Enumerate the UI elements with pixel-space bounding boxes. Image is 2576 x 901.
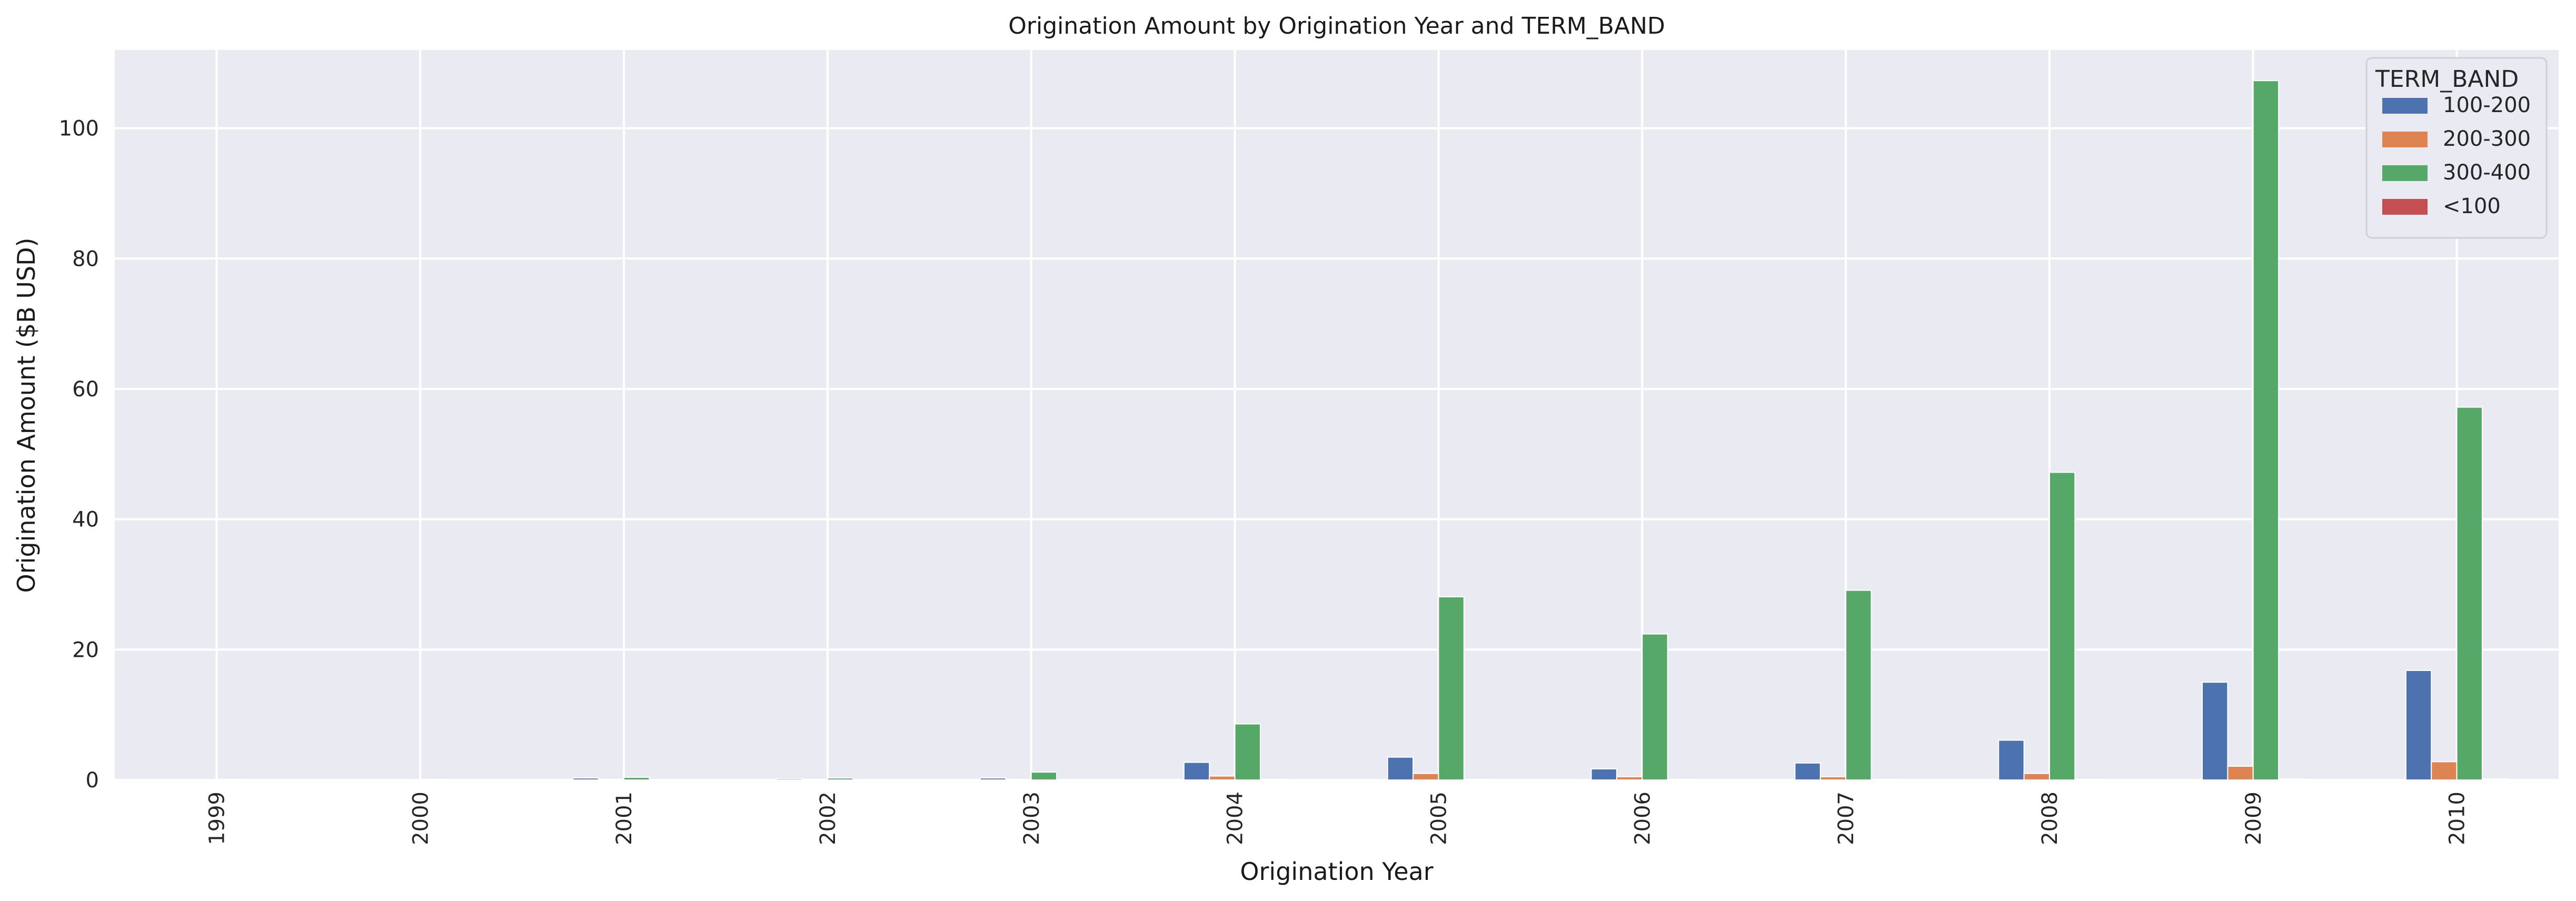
bar-200-300-2002 (801, 778, 828, 780)
bar-200-300-2004 (1209, 775, 1236, 781)
bar-300-400-2002 (827, 777, 854, 780)
y-tick-label: 80 (72, 247, 99, 271)
bar-300-400-2009 (2252, 80, 2280, 780)
bar-<100-2002 (852, 779, 879, 781)
legend-title: TERM_BAND (2375, 66, 2519, 93)
y-axis-label: Origination Amount ($B USD) (12, 238, 41, 593)
y-tick-label: 20 (72, 638, 99, 662)
bar-200-300-2009 (2227, 765, 2254, 781)
x-tick-label: 2008 (2038, 792, 2062, 845)
bar-100-200-2005 (1387, 756, 1414, 780)
legend-label: <100 (2443, 194, 2501, 218)
bar-100-200-2002 (776, 778, 803, 780)
bar-300-400-2000 (420, 778, 446, 780)
bars (165, 80, 2509, 781)
bar-300-400-2004 (1234, 723, 1261, 780)
bar-200-300-2006 (1616, 776, 1643, 780)
y-tick-labels: 0 20 40 60 80 100 (59, 117, 99, 793)
legend-label: 100-200 (2443, 93, 2531, 117)
bar-200-300-2007 (1819, 776, 1847, 780)
bar-100-200-2001 (572, 777, 599, 780)
bar-100-200-2004 (1183, 762, 1210, 780)
x-tick-label: 2007 (1834, 792, 1858, 845)
x-tick-label: 2005 (1427, 792, 1451, 845)
x-tick-labels: 1999 2000 2001 2002 2003 2004 2005 2006 2007 2008… (205, 792, 2469, 845)
legend-swatch (2382, 98, 2428, 114)
legend-swatch (2382, 132, 2428, 147)
bar-100-200-2006 (1590, 768, 1617, 780)
bar-300-400-2006 (1642, 633, 1668, 780)
bar-200-300-2010 (2431, 761, 2458, 780)
bar-100-200-2003 (980, 777, 1007, 780)
legend-label: 200-300 (2443, 127, 2531, 151)
bar-<100-2007 (1871, 778, 1897, 780)
bar-<100-2001 (649, 779, 675, 781)
bar-<100-2008 (2074, 778, 2101, 780)
bar-200-300-2008 (2023, 773, 2050, 781)
x-tick-label: 2001 (612, 792, 636, 845)
chart-title: Origination Amount by Origination Year a… (1008, 13, 1665, 39)
bar-100-200-1999 (165, 779, 192, 781)
bar-100-200-2007 (1794, 762, 1821, 780)
x-axis-label: Origination Year (1240, 857, 1433, 886)
y-tick-label: 60 (72, 377, 99, 402)
bar-100-200-2010 (2405, 669, 2432, 780)
bar-<100-2010 (2481, 778, 2509, 781)
y-tick-label: 40 (72, 508, 99, 532)
x-tick-label: 1999 (205, 792, 229, 845)
legend-swatch (2382, 165, 2428, 181)
x-tick-label: 2009 (2242, 792, 2266, 845)
bar-100-200-2009 (2202, 682, 2229, 781)
bar-<100-2006 (1667, 778, 1694, 780)
bar-<100-2009 (2278, 778, 2305, 781)
legend-swatch (2382, 199, 2428, 215)
bar-200-300-2005 (1413, 773, 1439, 781)
x-tick-label: 2000 (409, 792, 433, 845)
bar-<100-2004 (1259, 778, 1287, 780)
x-tick-label: 2004 (1224, 792, 1248, 845)
legend: TERM_BAND 100-200 200-300 300-400 <100 (2365, 57, 2548, 239)
bar-100-200-2000 (369, 779, 395, 781)
plot-background (115, 50, 2559, 780)
bar-200-300-2001 (598, 778, 625, 780)
legend-label: 300-400 (2443, 161, 2531, 185)
bar-<100-2005 (1463, 778, 1490, 780)
bar-300-400-2007 (1845, 589, 1872, 780)
x-tick-label: 2003 (1020, 792, 1044, 845)
bar-200-300-2003 (1005, 778, 1032, 780)
bar-100-200-2008 (1998, 739, 2025, 780)
bar-300-400-2010 (2456, 406, 2483, 780)
bar-300-400-2008 (2048, 472, 2076, 780)
y-tick-label: 0 (86, 768, 99, 793)
x-tick-label: 2006 (1630, 792, 1655, 845)
bar-300-400-2001 (623, 777, 650, 780)
bar-300-400-1999 (216, 778, 243, 780)
y-tick-label: 100 (59, 117, 99, 141)
bar-300-400-2005 (1438, 596, 1465, 780)
x-tick-label: 2010 (2445, 792, 2470, 845)
x-tick-label: 2002 (816, 792, 840, 845)
bar-300-400-2003 (1030, 772, 1058, 780)
bar-<100-2003 (1056, 779, 1083, 781)
